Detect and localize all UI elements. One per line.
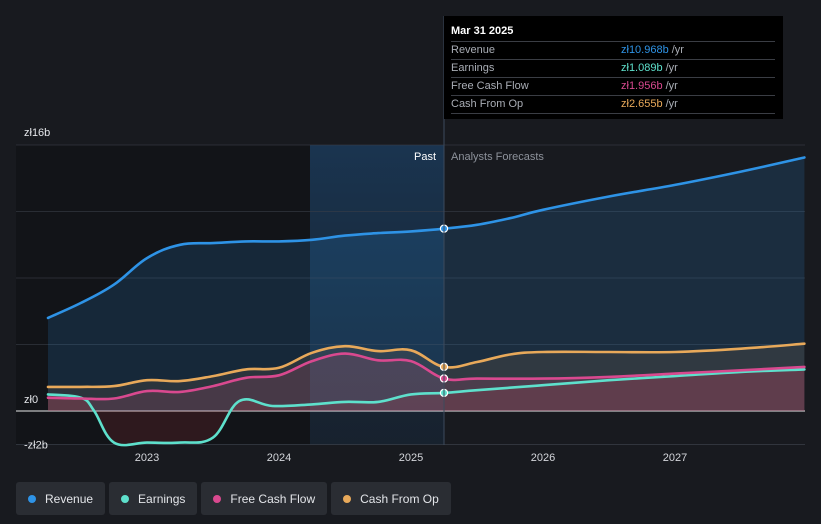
y-tick-label: zł0 [24, 394, 38, 406]
legend-item-earnings[interactable]: Earnings [109, 482, 198, 515]
x-tick-label: 2024 [267, 452, 291, 464]
x-tick-label: 2026 [531, 452, 555, 464]
line-earnings [46, 368, 806, 447]
tooltip-label: Cash From Op [451, 98, 524, 110]
legend-label: Earnings [138, 491, 186, 506]
gridlines [16, 144, 805, 445]
x-tick-label: 2027 [663, 452, 687, 464]
tooltip-value: zł2.655b [621, 98, 663, 110]
tooltip-unit: /yr [671, 44, 684, 56]
legend-dot-icon [213, 494, 222, 503]
x-tick-label: 2025 [399, 452, 423, 464]
legend-label: Revenue [45, 491, 94, 506]
tooltip-unit: /yr [665, 98, 678, 110]
line-free-cash-flow [46, 352, 806, 401]
tooltip-row-free-cash-flow: Free Cash Flow zł1.956b /yr [451, 77, 775, 95]
legend-dot-icon [28, 494, 36, 503]
y-tick-label: zł16b [24, 127, 50, 139]
area-free-cash-flow [48, 353, 805, 411]
tooltip-unit: /yr [665, 80, 678, 92]
tooltip-label: Revenue [451, 44, 496, 56]
area-earnings [48, 369, 805, 446]
tooltip-value: zł10.968b [621, 44, 669, 56]
area-cash-from-op [48, 343, 805, 411]
legend-label: Cash From Op [360, 491, 439, 506]
forecast-highlight-region [310, 145, 444, 445]
tooltip-row-earnings: Earnings zł1.089b /yr [451, 59, 775, 77]
tooltip: Mar 31 2025 Revenue zł10.968b /yr Earnin… [444, 16, 783, 119]
tooltip-date: Mar 31 2025 [451, 25, 514, 37]
tooltip-value: zł1.089b [621, 62, 663, 74]
line-revenue [46, 156, 806, 320]
tooltip-unit: /yr [665, 62, 678, 74]
legend-dot-icon [343, 494, 352, 503]
tooltip-row-revenue: Revenue zł10.968b /yr [451, 41, 775, 59]
tooltip-value: zł1.956b [621, 80, 663, 92]
series-lines [46, 156, 806, 447]
legend-dot-icon [121, 494, 130, 503]
forecast-label: Analysts Forecasts [451, 151, 544, 163]
legend-label: Free Cash Flow [230, 491, 316, 506]
legend-item-revenue[interactable]: Revenue [16, 482, 106, 515]
past-label: Past [414, 151, 436, 163]
tooltip-row-cash-from-op: Cash From Op zł2.655b /yr [451, 95, 775, 114]
tooltip-label: Free Cash Flow [451, 80, 529, 92]
legend: Revenue Earnings Free Cash Flow Cash Fro… [16, 482, 451, 515]
x-axis: 2023 2024 2025 2026 2027 [135, 452, 687, 464]
x-tick-label: 2023 [135, 452, 159, 464]
line-cash-from-op [46, 342, 806, 389]
legend-item-cash-from-op[interactable]: Cash From Op [331, 482, 451, 515]
series-areas [48, 157, 805, 446]
tooltip-label: Earnings [451, 62, 495, 74]
y-tick-label: -zł2b [24, 439, 48, 451]
legend-item-free-cash-flow[interactable]: Free Cash Flow [201, 482, 328, 515]
area-revenue [48, 157, 805, 411]
y-axis: zł16b zł0 -zł2b [24, 127, 50, 451]
